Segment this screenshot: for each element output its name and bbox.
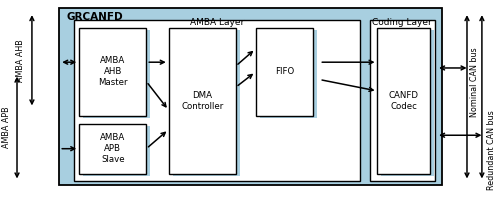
Text: AMBA Layer: AMBA Layer [190,18,244,27]
Text: Nominal CAN bus: Nominal CAN bus [470,48,479,117]
Bar [74,20,360,181]
Bar [256,28,313,116]
Bar [378,28,430,174]
Bar [260,29,317,118]
Bar [60,8,442,185]
Bar [79,28,146,116]
Text: AMBA AHB: AMBA AHB [16,39,26,82]
Bar [370,20,434,181]
Text: Redundant CAN bus: Redundant CAN bus [488,110,496,189]
Bar [172,29,240,176]
Text: CANFD
Codec: CANFD Codec [388,91,418,111]
Text: Coding Layer: Coding Layer [372,18,432,27]
Bar [382,29,434,176]
Bar [79,124,146,174]
Text: FIFO: FIFO [274,67,294,76]
Bar [168,28,236,174]
Text: AMBA APB: AMBA APB [2,107,11,148]
Text: AMBA
APB
Slave: AMBA APB Slave [100,133,126,164]
Bar [83,29,150,118]
Text: GRCANFD: GRCANFD [66,12,124,22]
Bar [78,22,364,183]
Bar [374,22,438,183]
Text: DMA
Controller: DMA Controller [181,91,224,111]
Bar [83,126,150,176]
Text: AMBA
AHB
Master: AMBA AHB Master [98,56,128,87]
